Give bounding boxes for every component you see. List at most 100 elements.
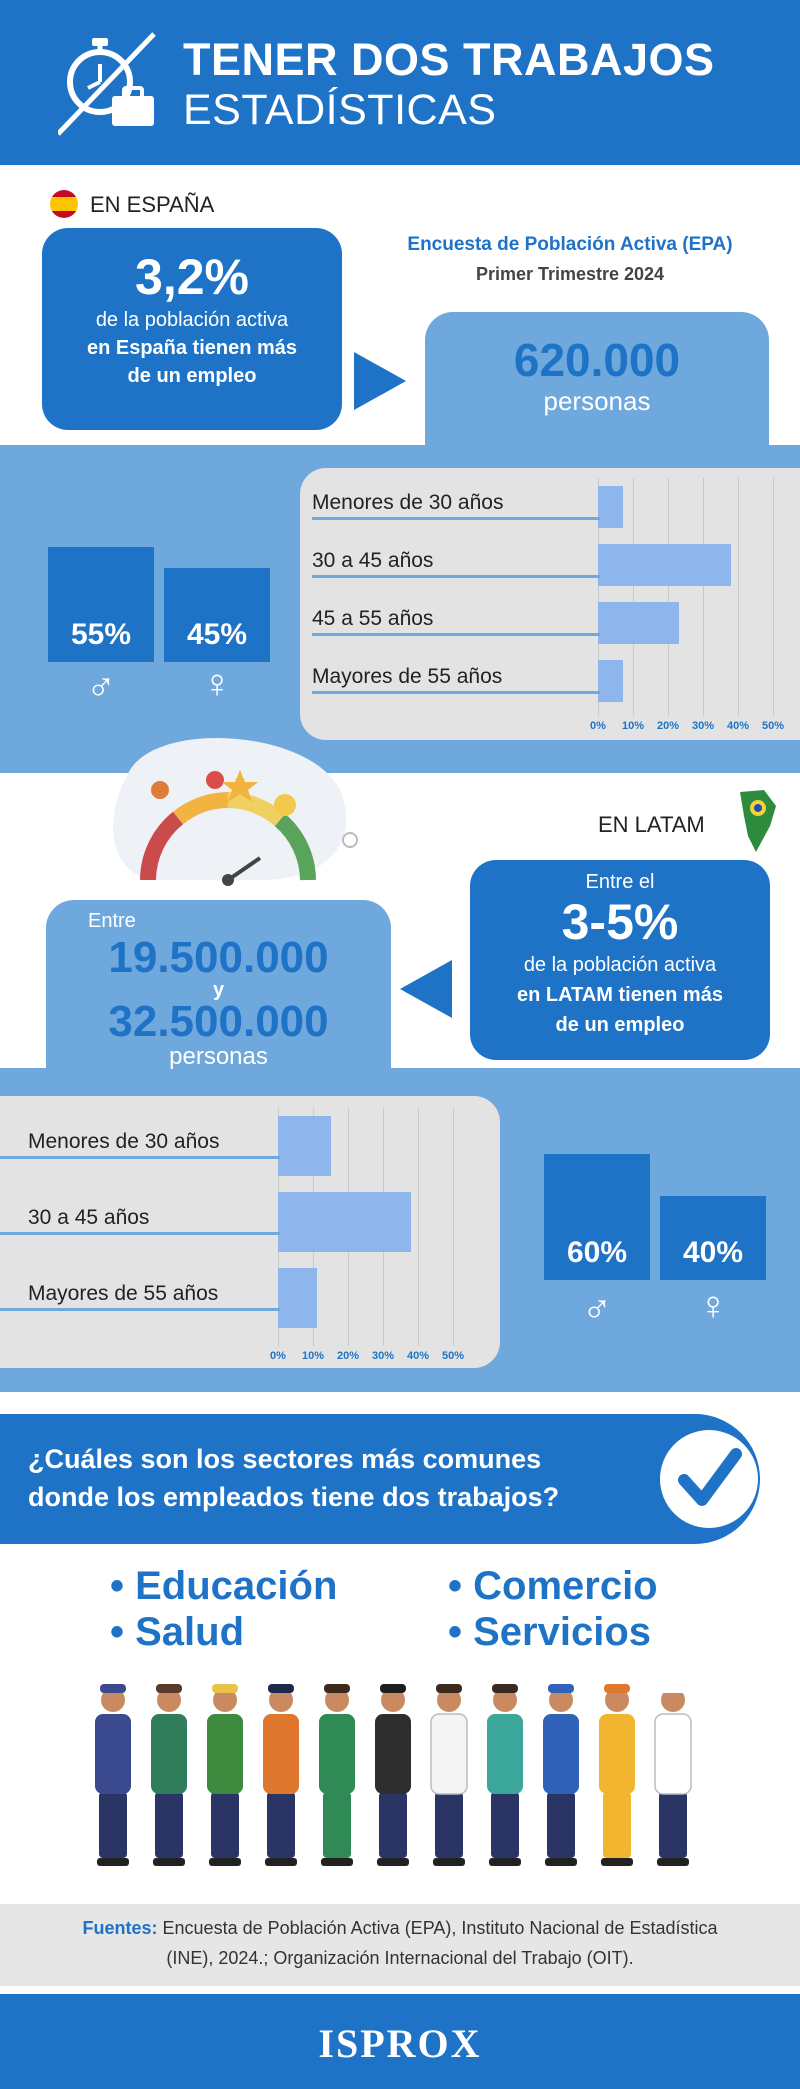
- spain-count-unit: personas: [543, 386, 651, 416]
- gridline: [738, 478, 739, 716]
- spain-female-bar: 45%: [164, 567, 270, 662]
- spain-count-card: 620.000 personas: [425, 312, 769, 462]
- age-bar: [278, 1116, 331, 1176]
- age-bar: [278, 1268, 317, 1328]
- age-bar: [278, 1192, 411, 1252]
- worker-figure: [95, 1684, 131, 1866]
- arrow-right-icon: [354, 352, 406, 410]
- latam-label: EN LATAM: [598, 812, 705, 837]
- latam-count-unit: personas: [169, 1043, 268, 1070]
- sectors-question-line2: donde los empleados tiene dos trabajos?: [28, 1482, 560, 1512]
- age-underline: [312, 633, 600, 636]
- spain-flag-icon: [50, 190, 78, 218]
- gridline: [703, 478, 704, 716]
- spain-label: EN ESPAÑA: [90, 192, 215, 217]
- age-underline: [0, 1156, 280, 1159]
- sectors-question-banner: ¿Cuáles son los sectores más comunes don…: [0, 1414, 760, 1544]
- stopwatch-briefcase-icon: [58, 32, 156, 136]
- latam-female-bar: 40%: [660, 1196, 766, 1280]
- latam-count-low: 19.500.000: [108, 933, 329, 982]
- spain-male-pct: 55%: [70, 618, 132, 651]
- age-underline: [312, 517, 600, 520]
- age-label: Menores de 30 años: [28, 1130, 220, 1153]
- latam-age-ticks: 0% 10% 20% 30% 40% 50%: [270, 1350, 464, 1366]
- tick-label: 10%: [301, 1350, 325, 1362]
- spain-age-plot: [598, 478, 774, 716]
- page-title: TENER DOS TRABAJOS: [183, 34, 715, 85]
- age-label: Menores de 30 años: [312, 491, 504, 514]
- sources-text: Encuesta de Población Activa (EPA), Inst…: [162, 1918, 718, 1938]
- spain-stat-card: 3,2% de la población activa en España ti…: [42, 228, 342, 430]
- spain-count: 620.000: [513, 334, 681, 386]
- gridline: [598, 478, 599, 716]
- gridline: [773, 478, 774, 716]
- tick-label: 30%: [691, 720, 715, 732]
- sector-label: Comercio: [473, 1564, 658, 1608]
- latam-count-card: Entre 19.500.000 y 32.500.000 personas: [46, 900, 391, 1070]
- age-underline: [0, 1232, 280, 1235]
- latam-male-pct: 60%: [566, 1236, 628, 1269]
- brazil-map-icon: [740, 790, 776, 852]
- latam-male-bar: 60%: [544, 1154, 650, 1280]
- worker-figure: [487, 1684, 523, 1866]
- sector-item: • Educación: [110, 1564, 338, 1608]
- tick-label: 10%: [621, 720, 645, 732]
- gridline: [668, 478, 669, 716]
- age-label: Mayores de 55 años: [28, 1282, 219, 1305]
- spain-age-labels: Menores de 30 años 30 a 45 años 45 a 55 añ…: [300, 478, 600, 716]
- tick-label: 30%: [371, 1350, 395, 1362]
- tick-label: 0%: [270, 1350, 286, 1362]
- gridline: [633, 478, 634, 716]
- spain-male-bar: 55%: [48, 546, 154, 662]
- worker-figure: [207, 1684, 243, 1866]
- age-label: 30 a 45 años: [312, 549, 434, 572]
- sources-line2: (INE), 2024.; Organización Internacional…: [166, 1948, 634, 1968]
- sector-item: • Comercio: [448, 1564, 658, 1608]
- gridline: [453, 1108, 454, 1346]
- female-symbol-icon: ♀: [202, 662, 232, 706]
- gridline: [418, 1108, 419, 1346]
- worker-figure: [543, 1684, 579, 1866]
- sources-label: Fuentes:: [82, 1918, 158, 1938]
- workers-illustration: [95, 1684, 692, 1866]
- tick-label: 40%: [406, 1350, 430, 1362]
- latam-stat-value: 3-5%: [561, 894, 679, 950]
- sectors-question-line1: ¿Cuáles son los sectores más comunes: [28, 1444, 542, 1474]
- latam-stat-line2: en LATAM tienen más: [517, 984, 723, 1006]
- worker-figure: [430, 1684, 468, 1866]
- page-subtitle: ESTADÍSTICAS: [183, 86, 497, 134]
- survey-name: Encuesta de Población Activa (EPA): [407, 234, 733, 255]
- latam-age-labels: Menores de 30 años 30 a 45 años Mayores de…: [0, 1108, 280, 1346]
- latam-stat-prefix: Entre el: [585, 871, 655, 893]
- worker-figure: [375, 1684, 411, 1866]
- age-label: 45 a 55 años: [312, 607, 434, 630]
- tick-label: 50%: [761, 720, 785, 732]
- brand-logo: ISPROX: [318, 2021, 482, 2066]
- sector-item: • Servicios: [448, 1610, 652, 1654]
- satisfaction-gauge-illustration: [113, 737, 358, 886]
- arrow-left-icon: [400, 960, 452, 1018]
- latam-count-and: y: [212, 979, 225, 1001]
- latam-stat-line3: de un empleo: [555, 1014, 685, 1036]
- survey-period: Primer Trimestre 2024: [475, 264, 665, 284]
- age-bar: [598, 602, 679, 644]
- latam-female-pct: 40%: [682, 1236, 744, 1269]
- age-label: 30 a 45 años: [28, 1206, 150, 1229]
- worker-figure: [654, 1684, 692, 1866]
- sector-label: Servicios: [473, 1610, 652, 1654]
- worker-figure: [319, 1684, 355, 1866]
- sector-label: Educación: [135, 1564, 338, 1608]
- male-symbol-icon: ♂: [86, 664, 116, 708]
- sector-label: Salud: [135, 1610, 245, 1654]
- latam-stat-line1: de la población activa: [523, 954, 717, 976]
- spain-stat-line1: de la población activa: [95, 309, 289, 331]
- latam-male-symbol-icon: ♂: [582, 1286, 612, 1330]
- latam-age-plot: [278, 1108, 454, 1346]
- spain-female-pct: 45%: [186, 618, 248, 651]
- latam-count-high: 32.500.000: [108, 997, 329, 1046]
- age-underline: [0, 1308, 280, 1311]
- header-banner: TENER DOS TRABAJOS ESTADÍSTICAS: [0, 0, 800, 165]
- spain-age-panel: [300, 468, 800, 740]
- age-underline: [312, 575, 600, 578]
